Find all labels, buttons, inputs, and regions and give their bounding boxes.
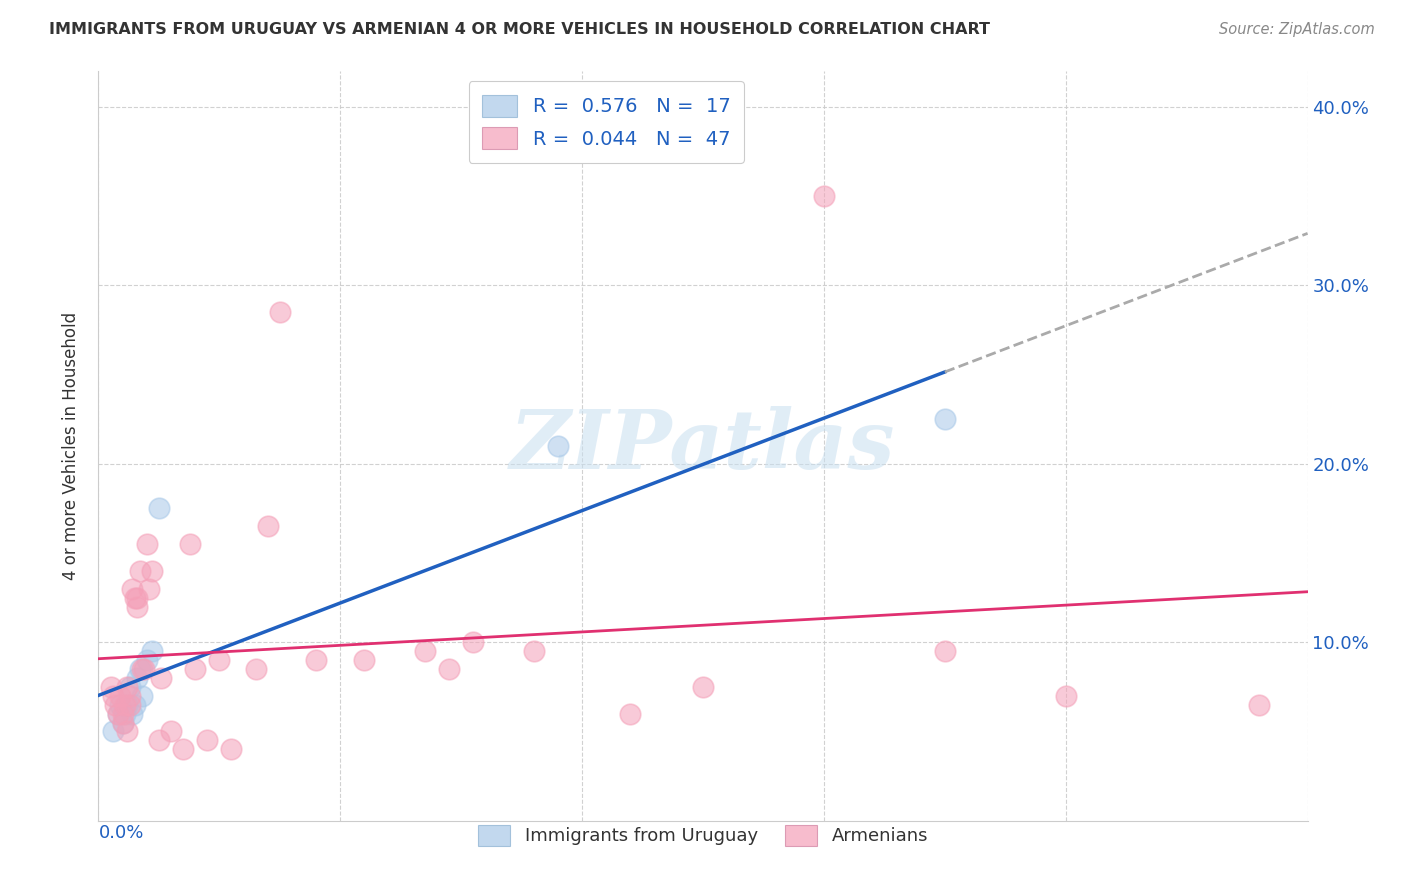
- Point: [124, 591, 146, 605]
- Point: [934, 644, 956, 658]
- Point: [131, 662, 153, 676]
- Point: [124, 698, 146, 712]
- Point: [117, 698, 139, 712]
- Text: IMMIGRANTS FROM URUGUAY VS ARMENIAN 4 OR MORE VEHICLES IN HOUSEHOLD CORRELATION : IMMIGRANTS FROM URUGUAY VS ARMENIAN 4 OR…: [49, 22, 990, 37]
- Point: [184, 662, 207, 676]
- Text: Source: ZipAtlas.com: Source: ZipAtlas.com: [1219, 22, 1375, 37]
- Point: [172, 742, 194, 756]
- Point: [437, 662, 460, 676]
- Y-axis label: 4 or more Vehicles in Household: 4 or more Vehicles in Household: [62, 312, 80, 580]
- Point: [114, 706, 136, 721]
- Point: [813, 189, 835, 203]
- Point: [111, 715, 134, 730]
- Point: [135, 653, 157, 667]
- Point: [148, 733, 170, 747]
- Point: [413, 644, 436, 658]
- Point: [208, 653, 231, 667]
- Point: [934, 412, 956, 426]
- Point: [121, 706, 143, 721]
- Point: [118, 698, 141, 712]
- Point: [305, 653, 328, 667]
- Point: [523, 644, 546, 658]
- Point: [1249, 698, 1271, 712]
- Point: [195, 733, 218, 747]
- Point: [118, 680, 141, 694]
- Point: [117, 680, 139, 694]
- Point: [114, 698, 136, 712]
- Point: [221, 742, 243, 756]
- Point: [141, 564, 163, 578]
- Legend: Immigrants from Uruguay, Armenians: Immigrants from Uruguay, Armenians: [471, 818, 935, 853]
- Point: [619, 706, 641, 721]
- Text: ZIPatlas: ZIPatlas: [510, 406, 896, 486]
- Point: [245, 662, 267, 676]
- Point: [692, 680, 714, 694]
- Point: [547, 439, 569, 453]
- Point: [160, 724, 183, 739]
- Point: [131, 689, 153, 703]
- Point: [1054, 689, 1077, 703]
- Point: [138, 582, 160, 596]
- Point: [104, 698, 127, 712]
- Point: [179, 537, 201, 551]
- Point: [127, 671, 149, 685]
- Point: [101, 724, 124, 739]
- Point: [108, 689, 131, 703]
- Point: [128, 564, 150, 578]
- Point: [127, 599, 149, 614]
- Point: [100, 680, 122, 694]
- Point: [107, 706, 129, 721]
- Point: [353, 653, 375, 667]
- Point: [134, 662, 156, 676]
- Point: [150, 671, 173, 685]
- Point: [118, 689, 141, 703]
- Point: [117, 724, 139, 739]
- Point: [463, 635, 485, 649]
- Point: [135, 537, 157, 551]
- Point: [256, 519, 278, 533]
- Point: [269, 305, 291, 319]
- Point: [111, 706, 134, 721]
- Point: [127, 591, 149, 605]
- Text: 0.0%: 0.0%: [98, 824, 143, 842]
- Point: [148, 501, 170, 516]
- Point: [108, 698, 131, 712]
- Point: [128, 662, 150, 676]
- Point: [111, 715, 134, 730]
- Point: [107, 706, 129, 721]
- Point: [141, 644, 163, 658]
- Point: [101, 689, 124, 703]
- Point: [121, 582, 143, 596]
